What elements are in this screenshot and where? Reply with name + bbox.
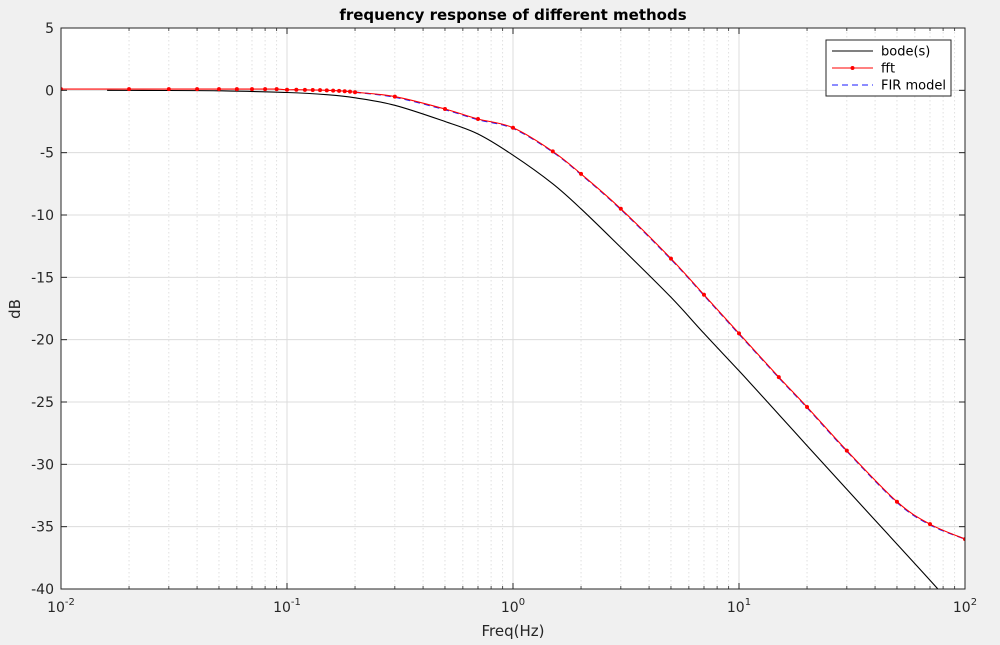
- y-tick-label: -15: [31, 270, 54, 286]
- x-tick-label: 10-1: [273, 597, 301, 616]
- chart-title: frequency response of different methods: [339, 6, 686, 24]
- tick-marks: [60, 27, 966, 590]
- y-tick-labels: 5 0 -5 -10 -15 -20 -25 -30 -35 -40: [31, 21, 54, 598]
- series-point-fft: [844, 448, 849, 453]
- y-tick-label: -20: [31, 333, 54, 349]
- series-line-fft: [61, 88, 965, 540]
- y-axis-label: dB: [6, 299, 24, 319]
- series-point-fft: [166, 87, 171, 92]
- series-clip-group: [61, 87, 965, 589]
- series-point-fft: [550, 149, 555, 154]
- x-axis-label: Freq(Hz): [482, 622, 545, 640]
- series-point-fft: [668, 256, 673, 261]
- series-point-fft: [392, 94, 397, 99]
- y-tick-label: -40: [31, 582, 54, 598]
- series-point-fft: [294, 87, 299, 92]
- series-point-fft: [310, 87, 315, 92]
- series-point-fft: [337, 88, 342, 93]
- series-point-fft: [776, 375, 781, 380]
- series-point-fft: [442, 107, 447, 112]
- series-point-fft: [475, 117, 480, 122]
- series-point-fft: [927, 522, 932, 527]
- series-line-bode-s: [107, 89, 939, 589]
- y-tick-label: -35: [31, 520, 54, 536]
- y-tick-label: -25: [31, 395, 54, 411]
- series-point-fft: [318, 88, 323, 93]
- x-tick-label: 102: [953, 597, 977, 616]
- series-point-fft: [737, 331, 741, 336]
- series-point-fft: [195, 87, 200, 92]
- y-tick-label: -5: [40, 146, 54, 162]
- series-point-fft: [511, 125, 515, 130]
- legend-label-bode-s: bode(s): [881, 45, 930, 60]
- series-point-fft: [285, 87, 289, 92]
- y-tick-label: -10: [31, 208, 54, 224]
- series-point-fft: [618, 206, 623, 211]
- x-tick-label: 100: [501, 597, 525, 616]
- series-point-fft: [234, 87, 239, 92]
- series-layer: [61, 87, 965, 589]
- series-point-fft: [805, 404, 810, 409]
- series-point-fft: [216, 87, 221, 92]
- legend: bode(s) fft FIR model: [825, 39, 952, 97]
- legend-marker-fft: [850, 66, 855, 70]
- series-point-fft: [579, 171, 584, 176]
- series-point-fft: [249, 87, 254, 92]
- series-point-fft: [353, 90, 358, 95]
- x-tick-label: 10-2: [47, 597, 75, 616]
- series-point-fft: [894, 499, 899, 504]
- series-point-fft: [127, 87, 132, 92]
- legend-label-fft: fft: [881, 62, 895, 77]
- legend-label-fir-model: FIR model: [881, 79, 946, 94]
- series-point-fft: [263, 87, 268, 92]
- y-tick-label: -30: [31, 457, 54, 473]
- y-tick-label: 0: [45, 83, 54, 99]
- series-point-fft: [324, 88, 329, 93]
- series-point-fft: [347, 89, 352, 94]
- series-point-fft: [342, 89, 347, 94]
- y-tick-label: 5: [45, 21, 54, 37]
- series-point-fft: [701, 292, 706, 297]
- x-tick-labels: 10-2 10-1 100 101 102: [47, 597, 977, 616]
- series-point-fft: [302, 87, 307, 92]
- series-point-fft: [274, 87, 279, 92]
- series-point-fft: [331, 88, 336, 93]
- x-tick-label: 101: [727, 597, 751, 616]
